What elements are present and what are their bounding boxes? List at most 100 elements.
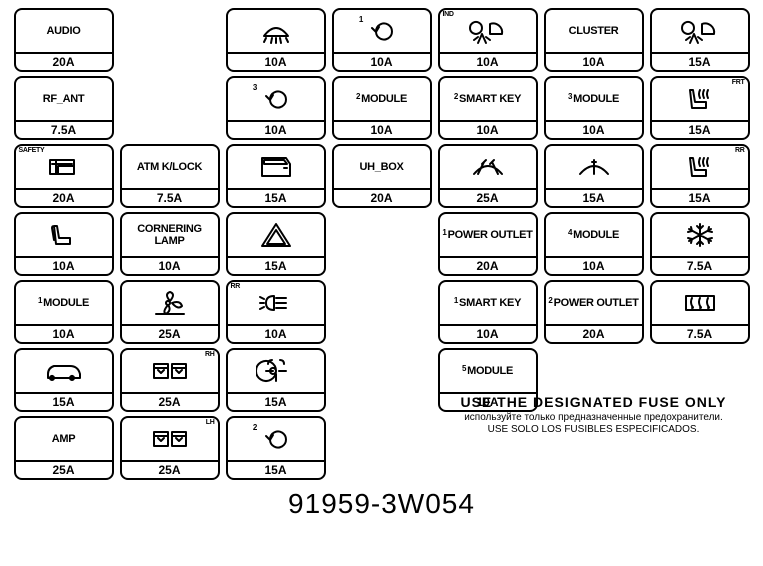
fuse-label: 3MODULE xyxy=(546,78,642,120)
fuse-label: 2POWER OUTLET xyxy=(546,282,642,324)
fuse-label xyxy=(16,350,112,392)
hazard-icon xyxy=(256,220,296,250)
fuse-amperage: 15A xyxy=(228,460,324,478)
fuse-label xyxy=(228,350,324,392)
fuse-box: 25A xyxy=(438,144,538,208)
fuse-label: CLUSTER xyxy=(546,10,642,52)
defrost-icon xyxy=(680,288,720,318)
seat-icon xyxy=(44,220,84,250)
circle-arrow-icon xyxy=(364,16,404,46)
fuse-box: 15A xyxy=(14,348,114,412)
fuse-label: FRT xyxy=(652,78,748,120)
fuse-amperage: 10A xyxy=(228,52,324,70)
fuse-label: IND xyxy=(440,10,536,52)
fuse-amperage: 10A xyxy=(16,256,112,274)
fuse-amperage: 20A xyxy=(546,324,642,342)
fuse-box: RF_ANT7.5A xyxy=(14,76,114,140)
fuse-amperage: 25A xyxy=(122,392,218,410)
note-en: USE THE DESIGNATED FUSE ONLY xyxy=(460,394,726,410)
seat-heat-icon xyxy=(680,84,720,114)
fuse-amperage: 10A xyxy=(440,52,536,70)
fuse-box: 7.5A xyxy=(650,212,750,276)
fuse-amperage: 10A xyxy=(440,324,536,342)
fuse-label: 1POWER OUTLET xyxy=(440,214,536,256)
dome-light-icon xyxy=(256,16,296,46)
fuse-box: 2POWER OUTLET20A xyxy=(544,280,644,344)
fuse-amperage: 10A xyxy=(546,256,642,274)
fuse-box: 3MODULE10A xyxy=(544,76,644,140)
fuse-amperage: 10A xyxy=(334,52,430,70)
fuse-box: 15A xyxy=(544,144,644,208)
fuse-label: UH_BOX xyxy=(334,146,430,188)
fuse-box: RR10A xyxy=(226,280,326,344)
fuse-amperage: 10A xyxy=(334,120,430,138)
fuse-box: 15A xyxy=(226,348,326,412)
seat-heat-icon xyxy=(680,152,720,182)
fuse-amperage: 25A xyxy=(16,460,112,478)
fuse-label: 2 xyxy=(228,418,324,460)
fuse-amperage: 15A xyxy=(546,188,642,206)
circle-arrow-icon xyxy=(258,84,298,114)
fuse-label xyxy=(652,214,748,256)
fuse-diagram-grid: AUDIO20ARF_ANT7.5ASAFETY20A10A1MODULE10A… xyxy=(8,8,755,480)
note-es: USE SOLO LOS FUSIBLES ESPECIFICADOS. xyxy=(488,424,700,435)
fuse-amperage: 20A xyxy=(440,256,536,274)
fuse-label: AUDIO xyxy=(16,10,112,52)
fuse-label xyxy=(228,214,324,256)
fuse-box: IND10A xyxy=(438,8,538,72)
circle-arrow-icon xyxy=(258,424,298,454)
fuse-amperage: 15A xyxy=(228,392,324,410)
fuse-label xyxy=(652,10,748,52)
fuse-amperage: 20A xyxy=(334,188,430,206)
fuse-box: 7.5A xyxy=(650,280,750,344)
note-ru: используйте только предназначенные предо… xyxy=(464,412,723,423)
steering-icon xyxy=(256,356,296,386)
fuse-amperage: 7.5A xyxy=(652,324,748,342)
fuse-box: RH25A xyxy=(120,348,220,412)
fuse-label xyxy=(228,10,324,52)
fuse-box: 1SMART KEY10A xyxy=(438,280,538,344)
fuse-label: 5MODULE xyxy=(440,350,536,392)
fuse-label: 3 xyxy=(228,78,324,120)
fuse-amperage: 15A xyxy=(652,120,748,138)
fuse-amperage: 10A xyxy=(546,120,642,138)
fuse-amperage: 25A xyxy=(440,188,536,206)
fuse-box: 10A xyxy=(226,8,326,72)
fuse-box: 110A xyxy=(332,8,432,72)
fuse-box: RR15A xyxy=(650,144,750,208)
window-pair-icon xyxy=(150,356,190,386)
fuse-label: RH xyxy=(122,350,218,392)
fuse-amperage: 7.5A xyxy=(652,256,748,274)
airbag-icon xyxy=(680,16,720,46)
fuse-box: LH25A xyxy=(120,416,220,480)
fuse-box: AMP25A xyxy=(14,416,114,480)
fuse-label: AMP xyxy=(16,418,112,460)
fuse-label xyxy=(16,214,112,256)
part-number: 91959-3W054 xyxy=(8,488,755,520)
fuse-amperage: 20A xyxy=(16,52,112,70)
fuse-box: CLUSTER10A xyxy=(544,8,644,72)
fuse-box: 4MODULE10A xyxy=(544,212,644,276)
fuse-label xyxy=(546,146,642,188)
fuse-box: FRT15A xyxy=(650,76,750,140)
fuse-label: LH xyxy=(122,418,218,460)
fuse-label: CORNERING LAMP xyxy=(122,214,218,256)
fuse-label: 2SMART KEY xyxy=(440,78,536,120)
fuse-label: 2MODULE xyxy=(334,78,430,120)
airbag-icon xyxy=(468,16,508,46)
fuse-amperage: 10A xyxy=(16,324,112,342)
fuse-box: 310A xyxy=(226,76,326,140)
fuse-amperage: 15A xyxy=(228,188,324,206)
fog-light-icon xyxy=(256,288,296,318)
fuse-amperage: 7.5A xyxy=(16,120,112,138)
fuse-amperage: 10A xyxy=(122,256,218,274)
fuse-amperage: 15A xyxy=(652,188,748,206)
fuse-label: SAFETY xyxy=(16,146,112,188)
fuse-amperage: 10A xyxy=(228,120,324,138)
fuse-label: 1MODULE xyxy=(16,282,112,324)
fan-icon xyxy=(150,288,190,318)
fuse-label: 1SMART KEY xyxy=(440,282,536,324)
fuse-box: ATM K/LOCK7.5A xyxy=(120,144,220,208)
fuse-label: RR xyxy=(652,146,748,188)
fuse-box: 2SMART KEY10A xyxy=(438,76,538,140)
